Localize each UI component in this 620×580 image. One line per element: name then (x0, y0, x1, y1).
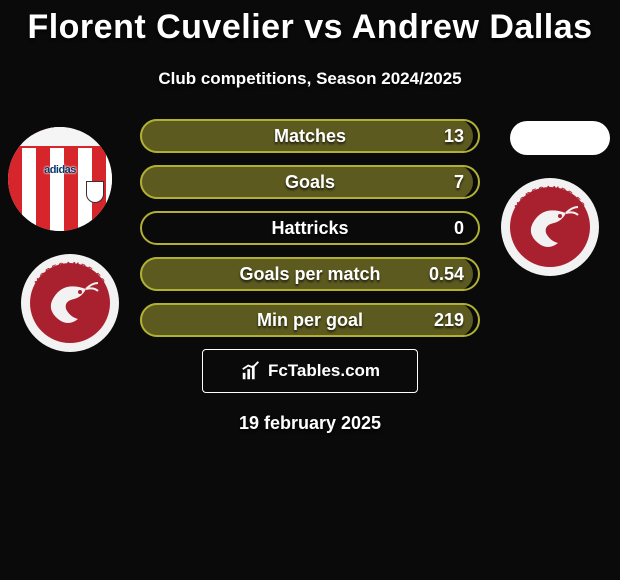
jersey-sponsor: adidas (44, 164, 76, 176)
player1-club-logo: MORECAMBE FC MORECAMBE FC (20, 253, 120, 353)
stat-value: 13 (444, 119, 464, 153)
stat-row: Hattricks0 (140, 211, 480, 245)
player2-club-logo: MORECAMBE FC MORECAMBE FC (500, 177, 600, 277)
player1-photo: adidas (8, 127, 112, 231)
stat-label: Matches (140, 119, 480, 153)
stat-value: 0 (454, 211, 464, 245)
stat-row: Matches13 (140, 119, 480, 153)
content-area: adidas MORECAMBE FC MORECAMBE FC (0, 119, 620, 434)
watermark: FcTables.com (202, 349, 418, 393)
stat-label: Hattricks (140, 211, 480, 245)
stat-value: 7 (454, 165, 464, 199)
player2-photo (510, 121, 610, 155)
chart-icon (240, 360, 262, 382)
stat-label: Goals (140, 165, 480, 199)
subtitle: Club competitions, Season 2024/2025 (0, 69, 620, 89)
player1-jersey: adidas (8, 127, 112, 231)
stat-row: Min per goal219 (140, 303, 480, 337)
page-title: Florent Cuvelier vs Andrew Dallas (0, 0, 620, 47)
date: 19 february 2025 (0, 413, 620, 434)
watermark-text: FcTables.com (268, 361, 380, 381)
stat-row: Goals per match0.54 (140, 257, 480, 291)
stat-label: Min per goal (140, 303, 480, 337)
stats-list: Matches13 Goals7 Hattricks0 Goals per match… (140, 119, 480, 337)
stat-value: 219 (434, 303, 464, 337)
stat-value: 0.54 (429, 257, 464, 291)
stat-row: Goals7 (140, 165, 480, 199)
jersey-badge-icon (86, 181, 104, 203)
